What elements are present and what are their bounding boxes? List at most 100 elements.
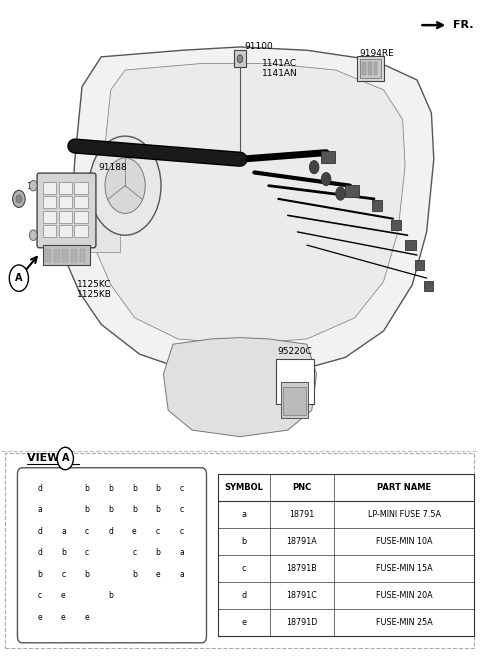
Text: SYMBOL: SYMBOL <box>225 483 264 493</box>
Circle shape <box>336 187 345 200</box>
Text: b: b <box>61 548 66 557</box>
Text: 91100: 91100 <box>245 42 274 52</box>
Text: e: e <box>84 613 89 622</box>
Text: e: e <box>61 591 66 600</box>
Bar <box>80 249 85 262</box>
Text: PART NAME: PART NAME <box>377 483 431 493</box>
Text: a: a <box>179 570 184 579</box>
Bar <box>43 245 90 265</box>
FancyBboxPatch shape <box>146 542 169 563</box>
FancyBboxPatch shape <box>28 498 51 520</box>
FancyBboxPatch shape <box>5 453 474 648</box>
Text: c: c <box>156 527 160 536</box>
FancyBboxPatch shape <box>75 542 99 563</box>
Text: c: c <box>180 527 183 536</box>
Bar <box>43 181 56 193</box>
FancyBboxPatch shape <box>99 585 122 606</box>
Circle shape <box>29 180 37 191</box>
Text: FUSE-MIN 25A: FUSE-MIN 25A <box>376 618 432 627</box>
Text: 1141AN: 1141AN <box>262 69 297 78</box>
Text: 18791A: 18791A <box>286 538 317 546</box>
Bar <box>362 62 366 75</box>
FancyBboxPatch shape <box>51 585 75 606</box>
FancyBboxPatch shape <box>28 606 51 628</box>
FancyBboxPatch shape <box>122 563 146 585</box>
Bar <box>283 387 306 415</box>
Bar <box>43 196 56 208</box>
Text: b: b <box>84 483 89 493</box>
Bar <box>43 211 56 222</box>
Text: c: c <box>61 570 65 579</box>
Text: c: c <box>38 591 42 600</box>
Text: b: b <box>108 591 113 600</box>
Bar <box>276 359 314 404</box>
Text: 95220C: 95220C <box>277 347 312 356</box>
FancyBboxPatch shape <box>169 498 193 520</box>
Bar <box>59 225 72 237</box>
FancyBboxPatch shape <box>169 520 193 542</box>
Bar <box>321 152 335 164</box>
Circle shape <box>57 448 73 470</box>
Text: c: c <box>242 564 246 573</box>
FancyBboxPatch shape <box>169 563 193 585</box>
Text: 18791: 18791 <box>289 510 314 519</box>
Bar <box>391 220 401 230</box>
Text: a: a <box>37 505 42 514</box>
Bar <box>89 173 120 252</box>
Text: d: d <box>37 527 42 536</box>
Text: b: b <box>156 548 160 557</box>
Text: c: c <box>132 548 136 557</box>
Text: e: e <box>37 613 42 622</box>
Bar <box>71 249 77 262</box>
Bar <box>405 240 416 250</box>
Bar <box>281 382 309 418</box>
Text: A: A <box>61 453 69 463</box>
FancyBboxPatch shape <box>99 520 122 542</box>
Text: b: b <box>37 570 42 579</box>
Text: 9194RE: 9194RE <box>360 49 395 58</box>
FancyBboxPatch shape <box>28 542 51 563</box>
Text: b: b <box>132 505 137 514</box>
FancyBboxPatch shape <box>99 477 122 498</box>
Text: FR.: FR. <box>453 20 473 30</box>
Text: LP-MINI FUSE 7.5A: LP-MINI FUSE 7.5A <box>368 510 441 519</box>
FancyBboxPatch shape <box>146 477 169 498</box>
FancyBboxPatch shape <box>122 477 146 498</box>
FancyBboxPatch shape <box>51 542 75 563</box>
Text: a: a <box>179 548 184 557</box>
Text: d: d <box>37 548 42 557</box>
Bar <box>415 260 424 269</box>
FancyBboxPatch shape <box>75 563 99 585</box>
Text: b: b <box>132 570 137 579</box>
Text: b: b <box>156 483 160 493</box>
Bar <box>62 249 68 262</box>
FancyBboxPatch shape <box>146 520 169 542</box>
Text: c: c <box>85 527 89 536</box>
Text: FUSE-MIN 15A: FUSE-MIN 15A <box>376 564 432 573</box>
Circle shape <box>16 195 22 203</box>
FancyBboxPatch shape <box>37 173 96 248</box>
Text: d: d <box>37 483 42 493</box>
FancyBboxPatch shape <box>169 477 193 498</box>
Bar <box>43 225 56 237</box>
Text: d: d <box>108 527 113 536</box>
Circle shape <box>310 161 319 173</box>
FancyBboxPatch shape <box>122 498 146 520</box>
Text: FUSE-MIN 20A: FUSE-MIN 20A <box>376 591 432 600</box>
Circle shape <box>237 55 243 63</box>
Text: d: d <box>241 591 247 600</box>
FancyBboxPatch shape <box>75 477 99 498</box>
FancyBboxPatch shape <box>51 606 75 628</box>
Bar <box>59 196 72 208</box>
Text: b: b <box>108 505 113 514</box>
FancyBboxPatch shape <box>146 498 169 520</box>
Text: c: c <box>180 505 183 514</box>
Bar <box>373 62 377 75</box>
Circle shape <box>29 230 37 240</box>
Circle shape <box>105 158 145 213</box>
Text: b: b <box>241 538 247 546</box>
Polygon shape <box>96 64 405 344</box>
Text: 91188: 91188 <box>99 163 128 171</box>
FancyBboxPatch shape <box>75 606 99 628</box>
Circle shape <box>321 173 331 185</box>
